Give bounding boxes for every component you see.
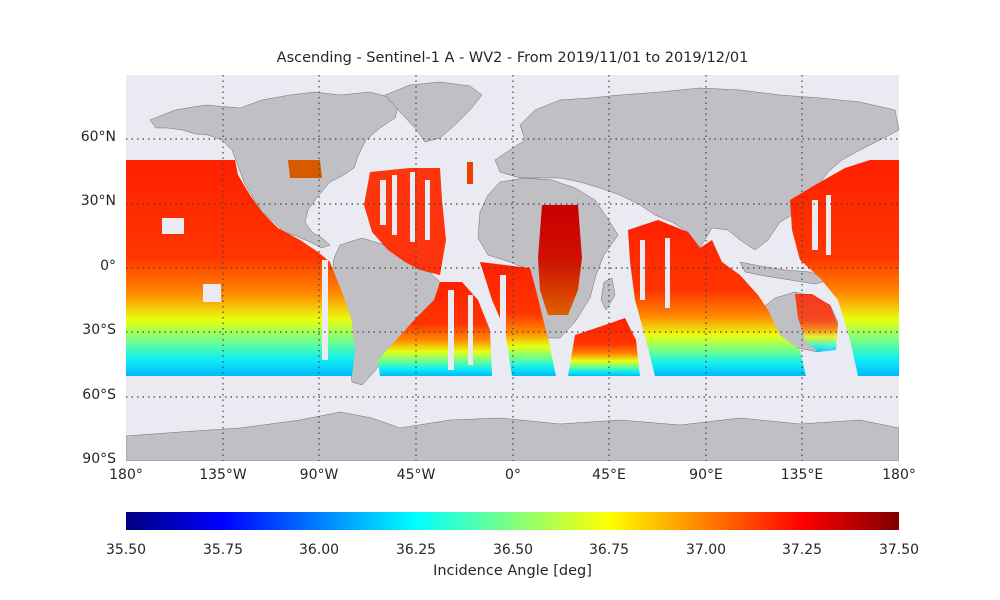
colorbar-tick: 36.75 [588, 542, 630, 558]
indian-ocean-swath [628, 220, 806, 376]
map-title: Ascending - Sentinel-1 A - WV2 - From 20… [276, 50, 749, 66]
lon-tick-135w: 135°W [199, 467, 247, 483]
lat-tick-30s: 30°S [82, 322, 116, 338]
indonesia-landmass [739, 261, 831, 285]
lon-tick-90e: 90°E [689, 467, 723, 483]
greenland-landmass [384, 81, 483, 143]
caspian-patch [467, 162, 473, 184]
colorbar-label: Incidence Angle [deg] [433, 563, 592, 579]
colorbar-tick: 37.00 [685, 542, 727, 558]
lat-tick-30n: 30°N [80, 193, 116, 209]
lon-tick-45e: 45°E [592, 467, 626, 483]
south-atlantic-east-swath [480, 262, 556, 376]
lat-tick-90s: 90°S [82, 451, 116, 467]
colorbar-tick: 35.50 [105, 542, 147, 558]
atlantic-south-swath [378, 282, 492, 376]
lon-tick-180w: 180° [109, 467, 143, 483]
north-america-landmass [149, 91, 401, 249]
swath-gaps [162, 172, 831, 370]
gridlines [126, 75, 899, 461]
colorbar-tick: 36.25 [395, 542, 437, 558]
lon-tick-45w: 45°W [396, 467, 436, 483]
colorbar-tick: 36.00 [298, 542, 340, 558]
hudson-bay-patch [288, 160, 322, 178]
madagascar-landmass [600, 277, 616, 311]
antarctica-landmass [126, 411, 899, 461]
colorbar [126, 512, 899, 530]
colorbar-tick: 37.50 [878, 542, 920, 558]
pacific-swath [126, 160, 355, 376]
lon-tick-135e: 135°E [780, 467, 824, 483]
lon-tick-90w: 90°W [299, 467, 339, 483]
colorbar-tick: 36.50 [492, 542, 534, 558]
lon-tick-180e: 180° [882, 467, 916, 483]
lat-tick-0: 0° [100, 258, 116, 274]
lat-tick-60s: 60°S [82, 387, 116, 403]
australia-swath [795, 294, 838, 352]
colorbar-tick: 37.25 [781, 542, 823, 558]
colorbar-tick: 35.75 [202, 542, 244, 558]
lat-tick-60n: 60°N [80, 129, 116, 145]
africa-swath [538, 205, 582, 315]
lon-tick-0: 0° [505, 467, 521, 483]
